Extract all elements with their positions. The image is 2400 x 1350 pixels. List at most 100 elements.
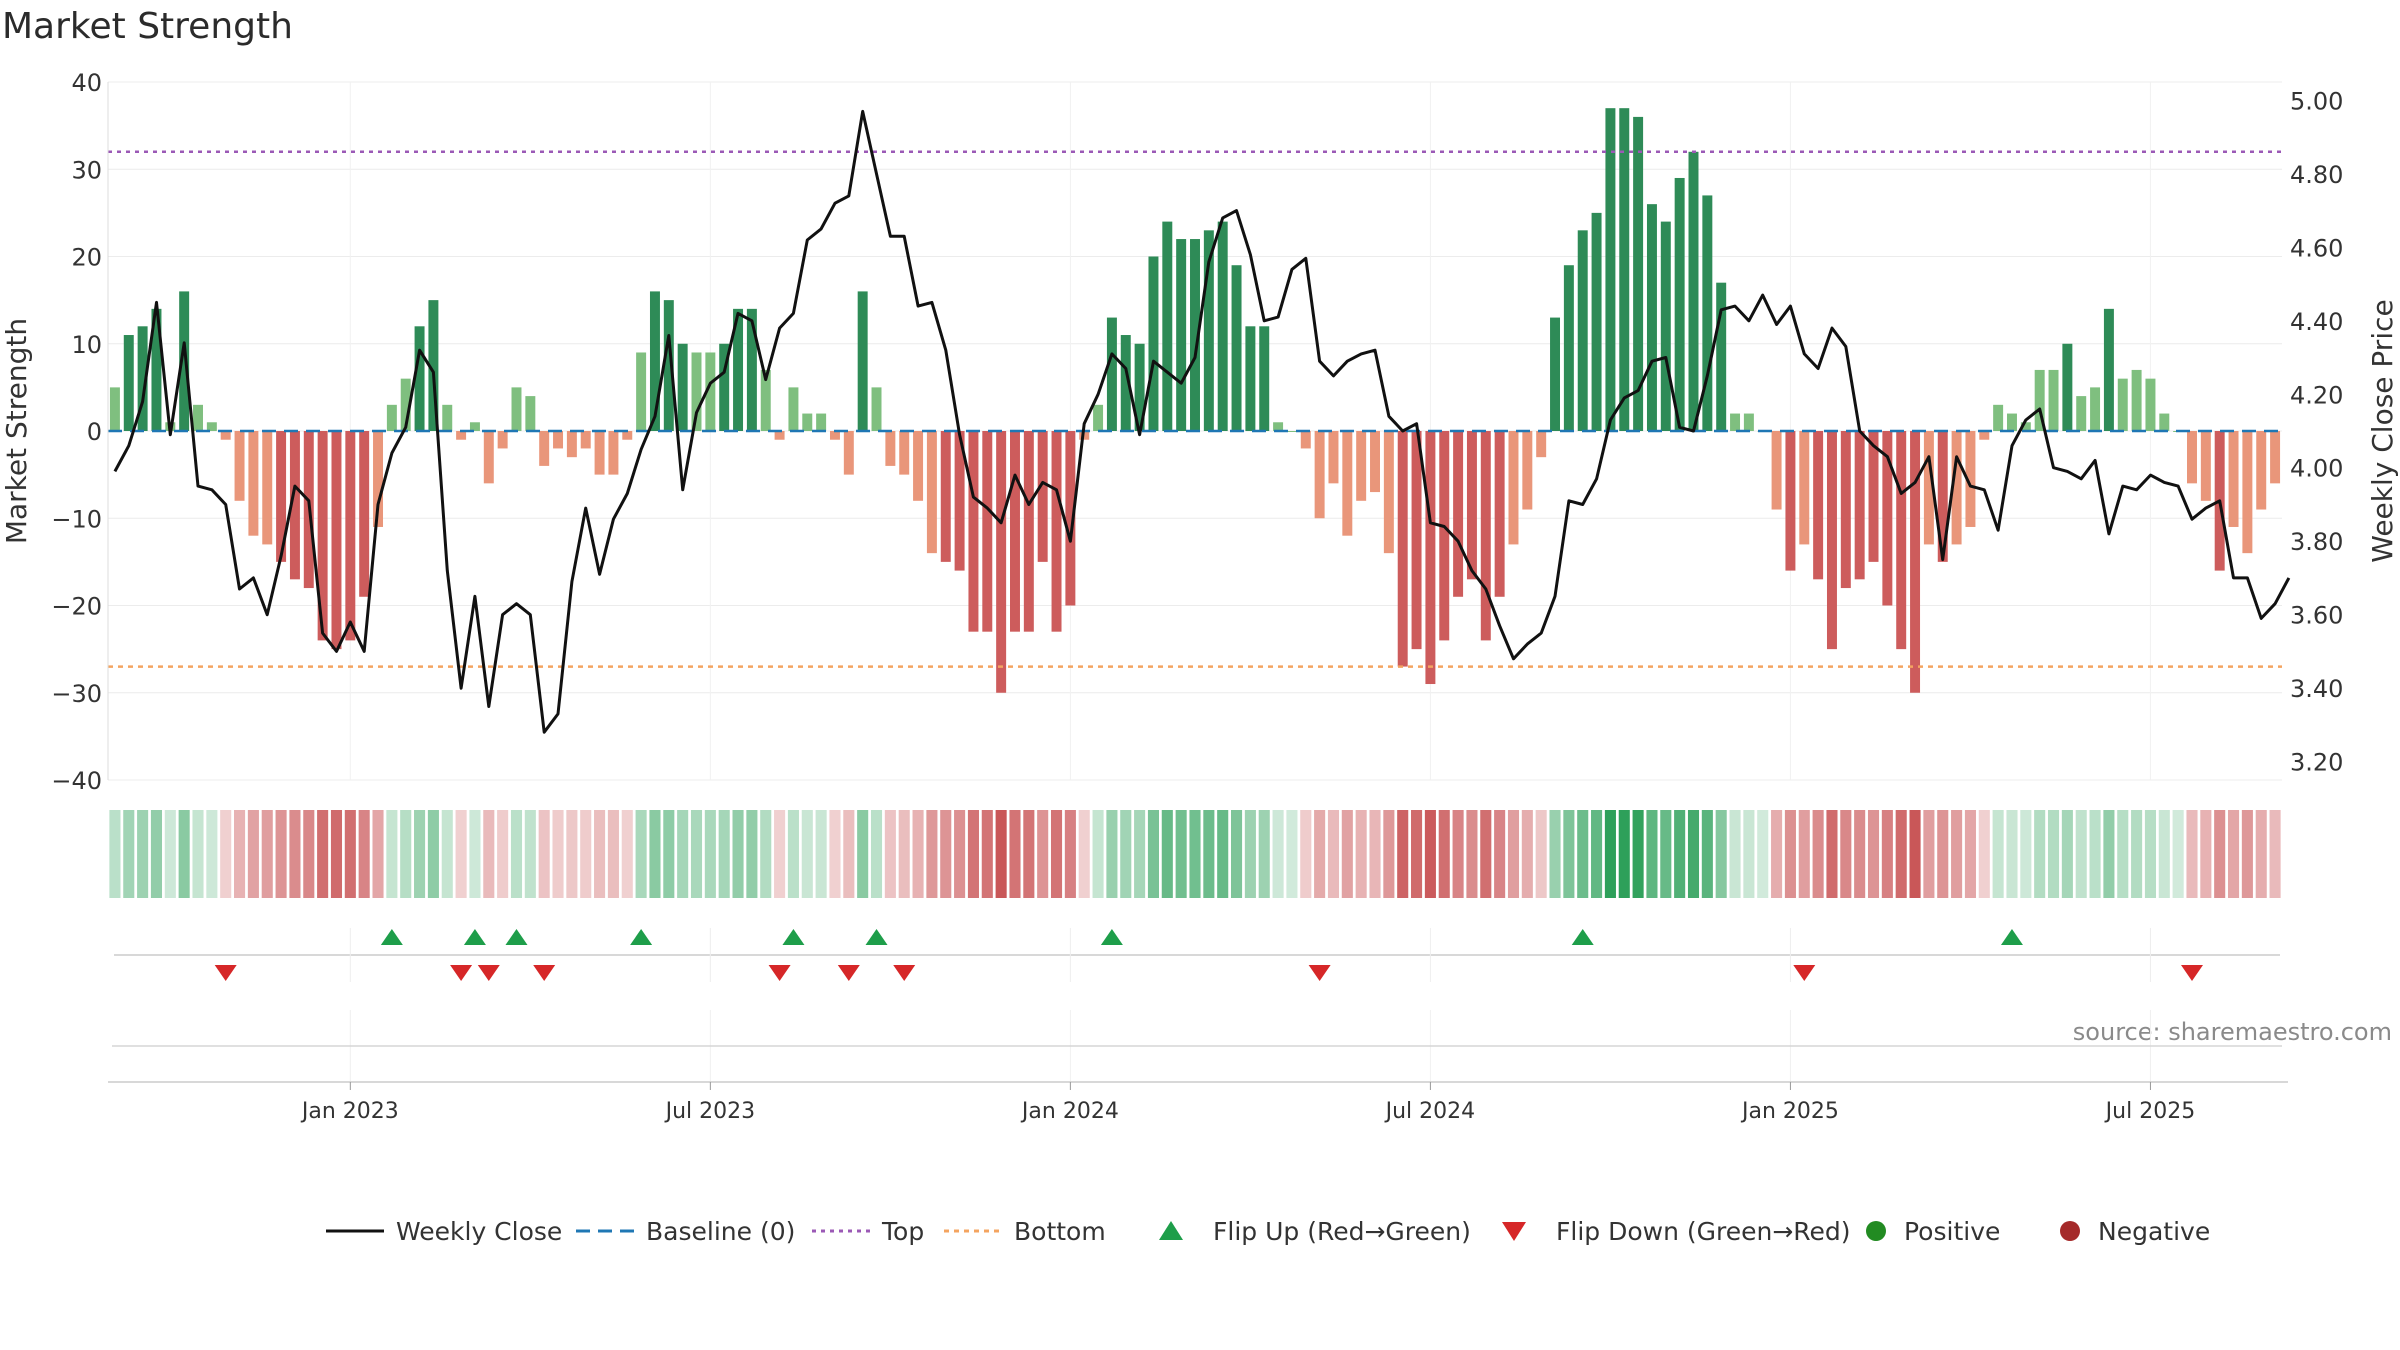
heat-cell (954, 810, 966, 898)
heat-cell (1881, 810, 1893, 898)
strength-bar (1674, 177, 1685, 431)
strength-bar (2131, 369, 2142, 431)
strength-bar (1522, 431, 1533, 510)
strength-bar (1106, 317, 1117, 431)
strength-bar (137, 326, 148, 431)
strength-bar (317, 431, 328, 641)
y-tick-label: 0 (87, 418, 102, 446)
strength-bar (1065, 431, 1076, 606)
heat-cell (774, 810, 786, 898)
heat-cell (123, 810, 135, 898)
heat-cell (317, 810, 329, 898)
heat-cell (2061, 810, 2073, 898)
heat-cell (497, 810, 509, 898)
heat-cell (718, 810, 730, 898)
heat-cell (2144, 810, 2156, 898)
heat-cell (967, 810, 979, 898)
heat-cell (884, 810, 896, 898)
heat-cell (746, 810, 758, 898)
strength-bar (234, 431, 245, 501)
strength-bar (663, 300, 674, 431)
strength-bar (996, 431, 1007, 693)
strength-bar (926, 431, 937, 554)
y2-tick-label: 3.20 (2290, 749, 2343, 777)
flip-down-marker (893, 965, 916, 981)
heat-cell (441, 810, 453, 898)
strength-bar (733, 308, 744, 431)
x-tick-label: Jul 2025 (2104, 1099, 2196, 1124)
heat-cell (1964, 810, 1976, 898)
heat-cell (1147, 810, 1159, 898)
heat-cell (1577, 810, 1589, 898)
y2-tick-label: 3.60 (2290, 602, 2343, 630)
strength-bar (1148, 256, 1159, 431)
legend-label: Flip Down (Green→Red) (1556, 1217, 1851, 1246)
price-line (113, 109, 2291, 734)
flip-down-marker (837, 965, 860, 981)
flip-down-marker (450, 965, 473, 981)
strength-bar (248, 431, 259, 536)
heat-cell (2047, 810, 2060, 898)
strength-bar (386, 404, 397, 431)
strength-bar (594, 431, 605, 475)
x-tick-label: Jan 2024 (1020, 1099, 1119, 1124)
strength-bar (1203, 230, 1214, 431)
heat-cell (1632, 810, 1644, 898)
heat-cell (2269, 810, 2281, 898)
strength-bar (428, 300, 439, 431)
heat-cell (1660, 810, 1672, 898)
heat-cell (1341, 810, 1353, 898)
flip-down-marker (1793, 965, 1816, 981)
heat-cell (1397, 810, 1409, 898)
heat-cell (164, 810, 176, 898)
heat-cell (1438, 810, 1450, 898)
strength-bar (1965, 431, 1976, 527)
heat-cell (1009, 810, 1021, 898)
strength-bar (1854, 431, 1865, 580)
heat-cell (1078, 810, 1090, 898)
strength-bar (1591, 212, 1602, 431)
strength-bar (193, 404, 203, 431)
strength-bar (1868, 431, 1879, 562)
y-tick-label: 30 (71, 156, 102, 184)
legend-label: Baseline (0) (646, 1217, 795, 1246)
heat-cell (926, 810, 938, 898)
legend-label: Weekly Close (396, 1217, 562, 1246)
y-axis-label: Market Strength (0, 318, 33, 544)
legend-label: Negative (2098, 1217, 2210, 1246)
heat-cell (594, 810, 606, 898)
y-tick-label: 20 (71, 244, 102, 272)
flip-down-marker (214, 965, 237, 981)
y2-tick-label: 4.00 (2290, 455, 2343, 483)
heat-cell (1231, 810, 1243, 898)
strength-bar (1010, 431, 1020, 632)
heat-cell (2227, 810, 2240, 898)
flip-markers (114, 928, 2280, 982)
strength-bar (1342, 431, 1353, 536)
strength-bar (2270, 431, 2281, 484)
strength-bar (1037, 431, 1048, 562)
heat-cell (1327, 810, 1340, 898)
strength-bar (1259, 326, 1270, 431)
strength-bar (1840, 431, 1851, 589)
heat-cell (1867, 810, 1880, 898)
heat-cell (2241, 810, 2253, 898)
heat-cell (1978, 810, 1990, 898)
x-tick-label: Jul 2024 (1384, 1099, 1476, 1124)
strength-bar (525, 396, 536, 431)
strength-bar (1646, 204, 1657, 431)
y2-tick-label: 3.40 (2290, 675, 2343, 703)
heat-cell (1507, 810, 1520, 898)
heat-cell (1424, 810, 1436, 898)
heat-cell (621, 810, 633, 898)
strength-bar (179, 291, 190, 431)
heat-cell (1023, 810, 1035, 898)
heat-cell (552, 810, 564, 898)
heat-cell (1411, 810, 1423, 898)
strength-bar (2090, 387, 2101, 431)
heat-cell (1037, 810, 1049, 898)
heat-cell (1244, 810, 1256, 898)
heat-cell (649, 810, 661, 898)
strength-bar (2228, 431, 2239, 527)
strength-bar (400, 378, 411, 431)
